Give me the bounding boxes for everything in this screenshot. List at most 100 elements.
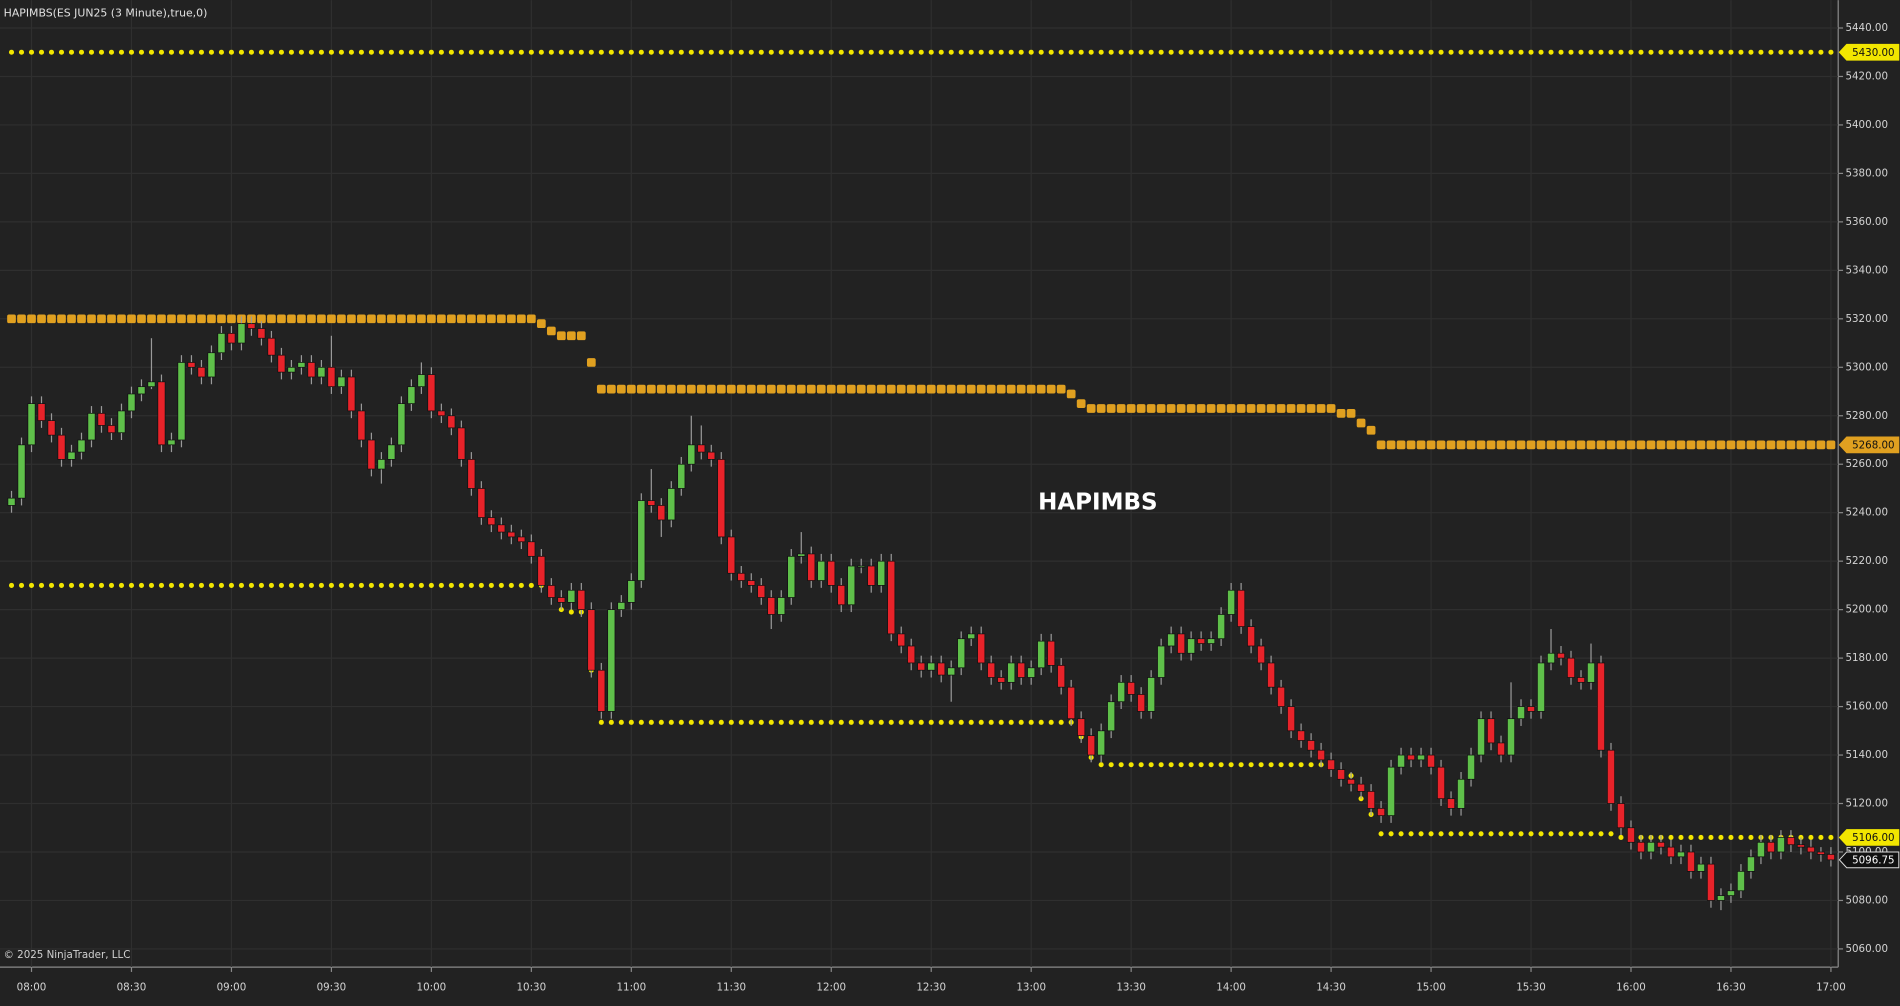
level-marker: [1386, 440, 1396, 450]
level-dot: [1588, 49, 1594, 55]
level-dot: [288, 582, 294, 588]
level-marker: [317, 314, 326, 324]
level-dot: [598, 719, 604, 725]
candle-body: [7, 497, 16, 506]
level-dot: [1398, 831, 1404, 837]
level-dot: [68, 582, 75, 588]
level-dot: [1488, 831, 1494, 837]
price-marker: [1838, 436, 1900, 454]
level-dot: [1828, 49, 1834, 55]
level-marker: [606, 384, 616, 394]
candle-body: [1467, 754, 1476, 780]
y-tick-label: 5400.00: [1845, 119, 1888, 131]
level-dot: [918, 49, 924, 55]
candle-body: [277, 354, 286, 373]
level-marker: [686, 384, 696, 394]
candle-body: [427, 374, 436, 412]
level-dot: [1068, 49, 1074, 55]
x-tick-label: 08:30: [117, 982, 147, 994]
candle-body: [677, 463, 686, 489]
candle-body: [847, 565, 856, 606]
level-marker: [1266, 404, 1276, 413]
price-marker: [1838, 829, 1900, 846]
level-dot: [758, 49, 764, 55]
x-tick-label: 12:00: [816, 982, 846, 994]
level-dot: [1198, 49, 1204, 55]
level-dot: [898, 49, 904, 55]
candle-body: [307, 362, 316, 378]
level-marker: [776, 384, 786, 394]
level-dot: [1468, 831, 1474, 837]
candle-body: [1267, 662, 1276, 688]
level-marker: [107, 314, 116, 324]
level-dot: [628, 49, 634, 55]
level-marker: [856, 384, 866, 394]
level-dot: [388, 49, 394, 55]
level-marker: [676, 384, 686, 394]
level-marker: [47, 314, 56, 324]
candle-body: [587, 609, 596, 671]
indicator-label: HAPIMBS: [1038, 490, 1158, 516]
level-marker: [1716, 440, 1726, 450]
candle-body: [757, 585, 766, 598]
candle-body: [1427, 754, 1436, 768]
candle-body: [667, 488, 676, 521]
level-dot: [708, 49, 714, 55]
candle-body: [1127, 681, 1136, 695]
level-dot: [1398, 49, 1404, 55]
candle-body: [897, 633, 906, 647]
level-marker: [1596, 440, 1606, 450]
level-dot: [88, 582, 95, 588]
x-tick-label: 09:30: [317, 982, 347, 994]
level-dot: [1518, 49, 1524, 55]
level-dot: [168, 582, 175, 588]
level-dot: [1218, 49, 1224, 55]
level-dot: [1148, 49, 1154, 55]
candle-body: [197, 366, 206, 378]
level-marker: [227, 314, 236, 324]
candle-body: [137, 386, 146, 395]
level-dot: [928, 719, 934, 725]
candle-body: [1027, 667, 1036, 678]
candle-body: [887, 560, 896, 635]
level-dot: [1818, 49, 1824, 55]
level-marker: [1466, 440, 1476, 450]
level-marker: [307, 314, 316, 324]
level-marker: [1366, 425, 1376, 435]
level-marker: [646, 384, 656, 394]
level-dot: [858, 719, 864, 725]
candle-body: [1786, 837, 1795, 846]
copyright: © 2025 NinjaTrader, LLC: [4, 949, 131, 961]
level-marker: [277, 314, 286, 324]
candle-body: [67, 451, 76, 460]
level-dot: [648, 719, 654, 725]
level-dot: [578, 49, 584, 55]
level-dot: [498, 582, 504, 588]
level-dot: [228, 582, 234, 588]
level-marker: [1606, 440, 1616, 450]
level-dot: [8, 582, 15, 588]
level-marker: [1506, 440, 1516, 450]
candle-body: [1377, 807, 1386, 816]
level-marker: [1236, 404, 1246, 413]
level-marker: [1706, 440, 1716, 450]
level-dot: [1238, 762, 1244, 768]
level-marker: [1296, 404, 1306, 413]
candle-body: [797, 553, 806, 557]
candle-body: [1816, 851, 1825, 855]
level-dot: [1748, 834, 1754, 840]
level-marker: [287, 314, 296, 324]
level-dot: [818, 49, 824, 55]
x-tick-label: 16:00: [1616, 982, 1646, 994]
level-dot: [1678, 49, 1684, 55]
level-dot: [1118, 762, 1124, 768]
level-marker: [1026, 384, 1036, 394]
candle-body: [1517, 706, 1526, 720]
candle-body: [857, 565, 866, 568]
candle-body: [1367, 791, 1376, 809]
x-tick-label: 17:00: [1816, 982, 1846, 994]
level-dot: [158, 582, 165, 588]
level-marker: [1326, 404, 1336, 413]
level-dot: [1648, 49, 1654, 55]
level-dot: [1778, 49, 1784, 55]
